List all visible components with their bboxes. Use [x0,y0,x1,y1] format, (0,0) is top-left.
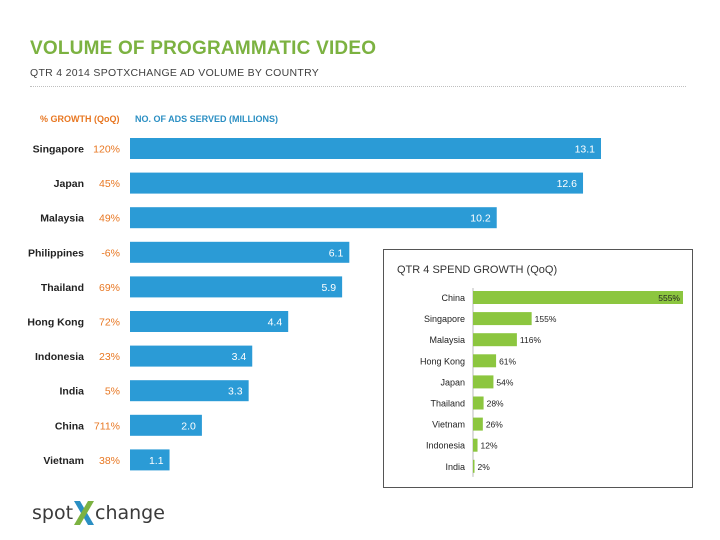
volume-value-label: 12.6 [557,178,578,190]
ads-column-header: NO. OF ADS SERVED (MILLIONS) [135,114,279,124]
spend-growth-value-label: 555% [658,293,680,303]
spend-growth-bar [473,417,483,431]
inset-country-label: Hong Kong [420,356,465,366]
spend-growth-value-label: 61% [499,356,516,366]
spend-growth-bar [473,438,478,452]
volume-value-label: 3.4 [232,351,247,363]
inset-country-label: China [441,293,465,303]
volume-bar [130,311,289,332]
volume-bar [130,380,249,402]
country-label: Philippines [28,247,84,259]
country-label: Malaysia [40,213,84,225]
inset-country-label: Singapore [424,314,465,324]
volume-bar [130,414,202,436]
growth-label: 45% [99,178,120,190]
volume-bar [130,449,170,471]
spend-growth-bar [473,291,683,304]
inset-country-label: Japan [440,377,465,387]
volume-bar [130,276,343,298]
volume-value-label: 1.1 [149,455,164,467]
spend-growth-value-label: 28% [487,399,504,409]
volume-value-label: 6.1 [329,247,344,259]
volume-bar [130,172,584,194]
growth-label: 72% [99,317,120,329]
volume-value-label: 2.0 [181,420,196,432]
spend-growth-value-label: 12% [481,441,498,451]
country-label: Japan [54,178,84,190]
country-label: Hong Kong [27,317,84,329]
country-label: Thailand [41,282,84,294]
logo-x-mark [74,501,94,525]
growth-label: 23% [99,351,120,363]
growth-column-header: % GROWTH (QoQ) [40,114,120,124]
growth-label: 711% [94,420,120,432]
spend-growth-bar [473,396,484,410]
inset-country-label: Malaysia [429,335,465,345]
spend-growth-panel: QTR 4 SPEND GROWTH (QoQ) China 555% Singap… [383,249,693,488]
country-label: China [55,420,84,432]
volume-bar [130,138,601,159]
spend-growth-chart: China 555% Singapore 155% Malaysia 116% Hong K… [420,288,683,477]
inset-country-label: Indonesia [426,441,465,451]
divider [30,86,686,87]
spend-growth-title: QTR 4 SPEND GROWTH (QoQ) [397,264,558,276]
spend-growth-value-label: 54% [496,377,513,387]
spend-growth-value-label: 116% [520,335,542,345]
volume-value-label: 10.2 [470,213,491,225]
country-label: India [59,386,84,398]
spend-growth-bar [473,354,497,368]
country-label: Singapore [33,144,85,156]
spend-growth-value-label: 2% [478,462,491,472]
volume-bar [130,207,497,229]
logo-text-change: change [95,502,165,524]
logo-text-spot: spot [32,502,74,524]
inset-country-label: India [445,462,465,472]
spend-growth-value-label: 26% [486,420,503,430]
inset-country-label: Vietnam [432,420,465,430]
spend-growth-bar [473,312,532,326]
growth-label: 49% [99,213,120,225]
growth-label: 38% [99,455,120,467]
growth-label: -6% [101,247,120,259]
volume-value-label: 5.9 [322,282,337,294]
volume-value-label: 3.3 [228,386,243,398]
spend-growth-value-label: 155% [535,314,557,324]
spend-growth-bar [473,459,475,473]
country-label: Vietnam [43,455,84,467]
volume-bar [130,345,253,367]
volume-bar [130,241,350,263]
inset-country-label: Thailand [430,399,465,409]
growth-label: 120% [93,144,120,156]
spend-growth-bar [473,333,517,347]
volume-value-label: 13.1 [575,144,596,156]
page-title: VOLUME OF PROGRAMMATIC VIDEO [30,38,377,59]
volume-value-label: 4.4 [268,317,283,329]
page-subtitle: QTR 4 2014 SPOTXCHANGE AD VOLUME BY COUN… [30,67,320,79]
growth-label: 69% [99,282,120,294]
growth-label: 5% [105,386,120,398]
country-label: Indonesia [35,351,84,363]
spend-growth-bar [473,375,494,389]
